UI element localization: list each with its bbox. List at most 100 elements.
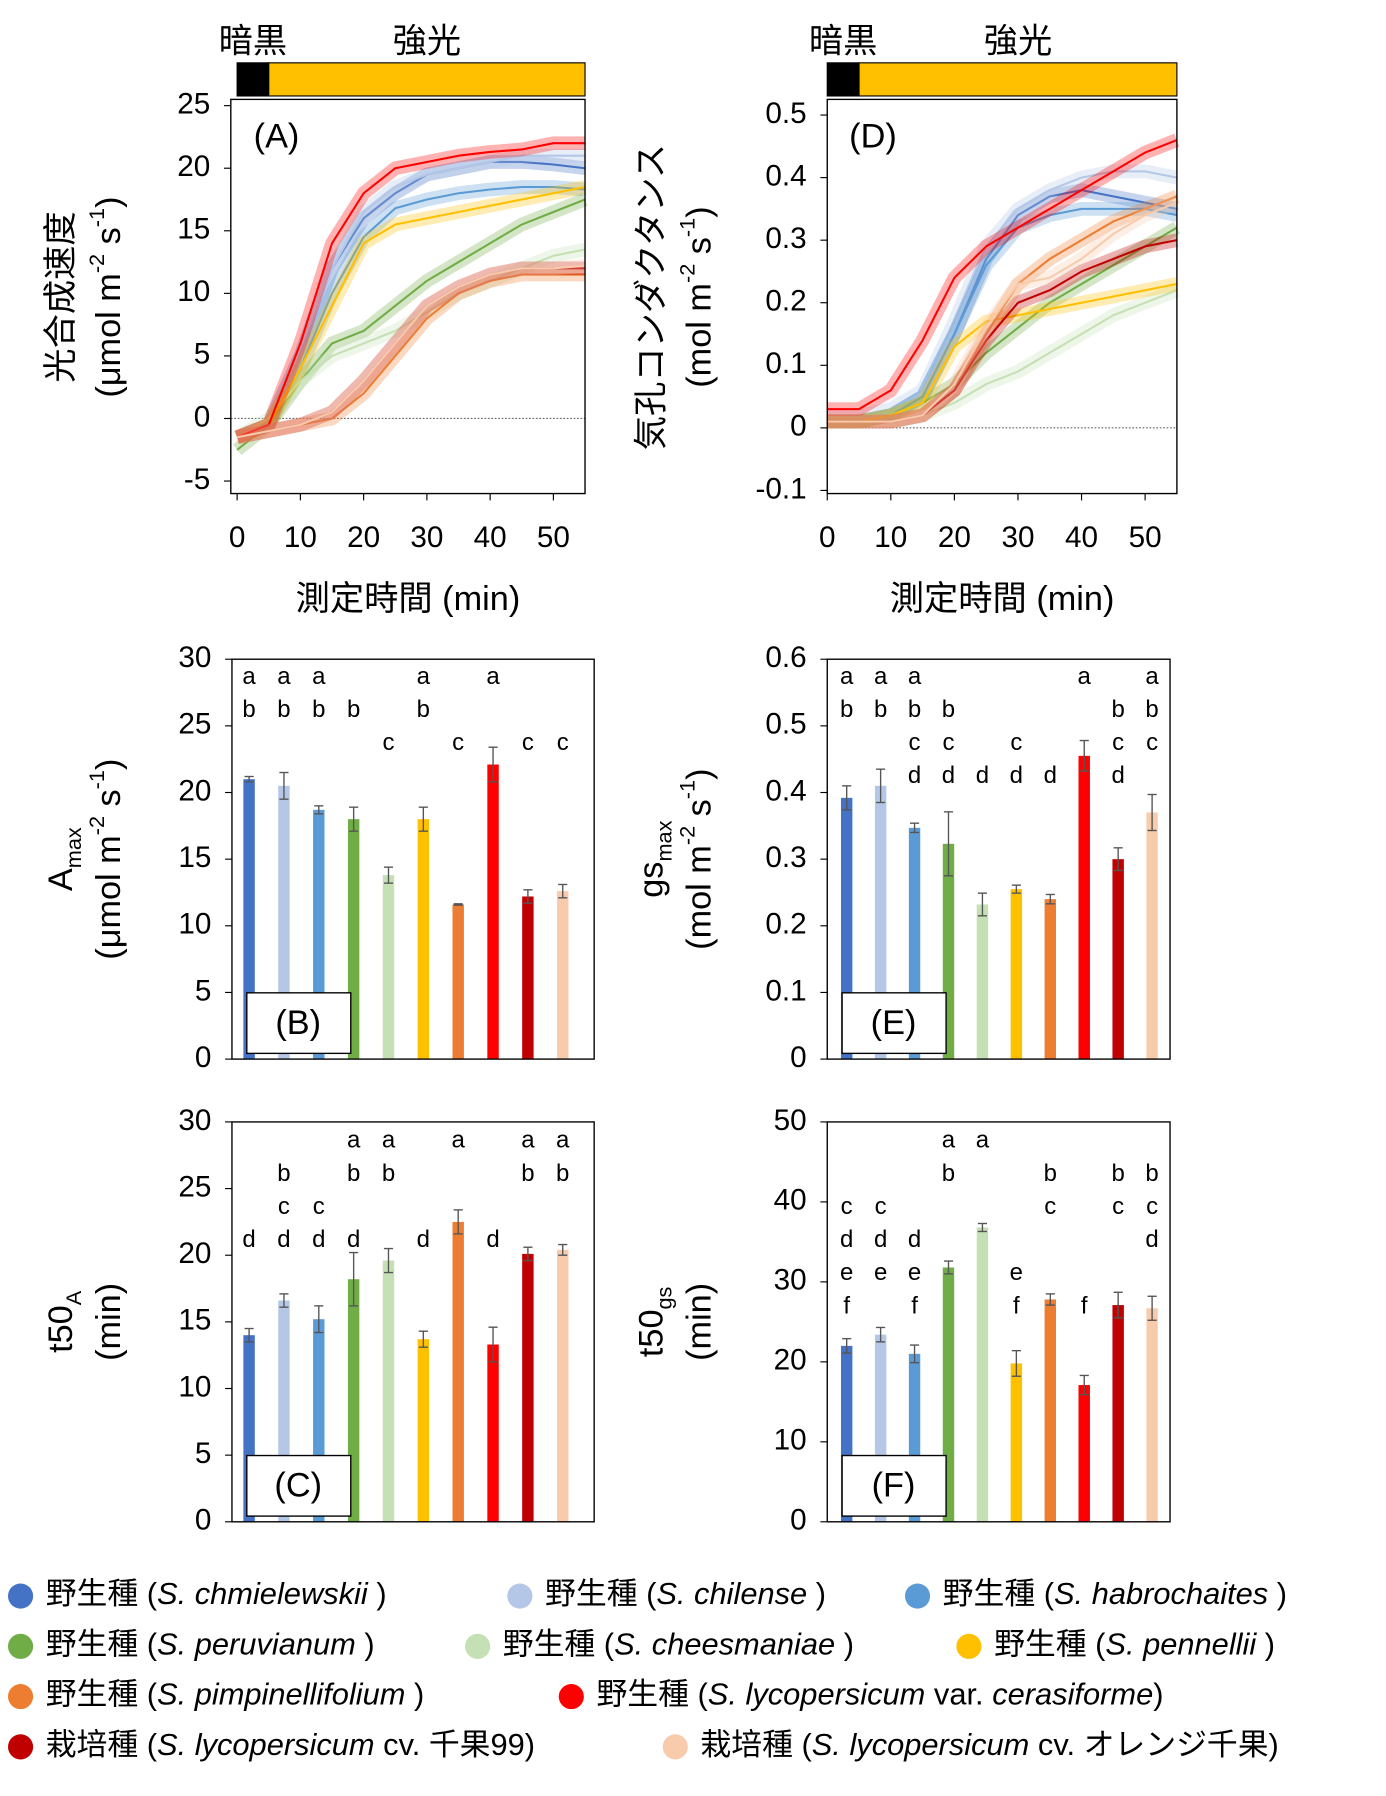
- significance-letter: d: [242, 1226, 255, 1253]
- y-tick-label: 0: [790, 1041, 807, 1074]
- y-axis-label-part: max: [652, 820, 677, 861]
- y-axis-label: t50gs: [633, 1286, 677, 1357]
- bar: [417, 819, 430, 1060]
- y-axis-label-part: (mol m: [681, 283, 719, 388]
- significance-letter: c: [942, 729, 954, 756]
- panel-label-box: [246, 992, 352, 1055]
- y-axis-label-part: -2: [675, 264, 700, 283]
- legend-label-part: S. cheesmaniae: [614, 1626, 835, 1661]
- y-axis-label: (μmol m-2 s-1): [84, 759, 128, 960]
- bar: [382, 875, 395, 1060]
- y-tick-label: -5: [184, 463, 210, 496]
- legend-label-part: var.: [925, 1677, 992, 1712]
- legend-label-part: S. pennellii: [1105, 1626, 1257, 1661]
- legend-label-part: 野生種 (: [46, 1626, 158, 1661]
- bar: [908, 1353, 921, 1522]
- bar: [1112, 859, 1124, 1060]
- legend-label: 野生種 (S. peruvianum ): [46, 1626, 375, 1661]
- x-tick-label: 50: [1129, 521, 1162, 554]
- plot-frame: [826, 1121, 1171, 1523]
- light-period-bar: [858, 62, 1178, 97]
- bar: [313, 809, 325, 1060]
- significance-letter: b: [908, 696, 921, 723]
- significance-letter: a: [908, 663, 922, 690]
- bar: [1146, 1308, 1158, 1522]
- significance-letter: c: [278, 1193, 290, 1220]
- bar: [452, 904, 464, 1060]
- legend-label-part: S. pimpinellifolium: [157, 1677, 405, 1712]
- series-band: [827, 133, 1180, 416]
- y-axis-label-part: s: [681, 799, 719, 826]
- significance-letter: f: [1013, 1292, 1020, 1319]
- panel-label-box: [246, 1454, 352, 1517]
- y-axis-label-part: A: [61, 1290, 86, 1305]
- y-tick-label: 20: [178, 1237, 211, 1270]
- significance-letter: b: [277, 1160, 290, 1187]
- light-period-label: 暗黒: [809, 22, 878, 60]
- y-tick-label: 30: [774, 1264, 807, 1297]
- y-tick-label: 15: [178, 1304, 211, 1337]
- y-tick-label: 25: [178, 708, 211, 741]
- series-line: [236, 185, 586, 439]
- legend-label: 野生種 (S. chmielewskii ): [46, 1576, 387, 1611]
- significance-letter: c: [909, 729, 921, 756]
- legend-label-part: ): [405, 1677, 424, 1712]
- x-tick-label: 20: [938, 521, 971, 554]
- x-tick-label: 0: [819, 521, 836, 554]
- y-axis-label-part: -1: [84, 208, 109, 227]
- bar: [557, 1249, 569, 1522]
- significance-letter: a: [1145, 663, 1159, 690]
- significance-letter: b: [942, 1160, 955, 1187]
- bar: [382, 1260, 395, 1522]
- bar: [557, 891, 569, 1060]
- plot-frame: [231, 658, 595, 1060]
- bar: [243, 1335, 255, 1522]
- series-line: [827, 282, 1178, 423]
- y-tick-label: 0.2: [765, 285, 806, 318]
- significance-letter: b: [521, 1160, 534, 1187]
- significance-letter: b: [1111, 1160, 1124, 1187]
- significance-letter: a: [312, 663, 326, 690]
- bar: [942, 1267, 955, 1522]
- significance-letter: a: [556, 1127, 570, 1154]
- x-tick-label: 10: [874, 521, 907, 554]
- y-tick-label: 40: [774, 1184, 807, 1217]
- y-tick-label: 0.1: [765, 347, 806, 380]
- significance-letter: d: [976, 762, 989, 789]
- legend-label-part: 野生種 (: [943, 1576, 1055, 1611]
- y-tick-label: 0: [194, 400, 211, 433]
- y-axis-label-part: (min): [681, 1283, 719, 1361]
- legend-marker: [507, 1583, 533, 1609]
- legend-marker: [7, 1734, 34, 1760]
- y-axis-label-part: A: [42, 868, 80, 891]
- y-tick-label: 10: [178, 1370, 211, 1403]
- significance-letter: a: [347, 1127, 361, 1154]
- bar: [1044, 899, 1057, 1060]
- y-tick-label: 0.4: [765, 159, 806, 192]
- series-line: [236, 248, 586, 439]
- legend-label-part: S. peruvianum: [157, 1626, 356, 1661]
- bar: [1078, 1385, 1090, 1522]
- y-tick-label: -0.1: [756, 472, 807, 505]
- legend-marker: [465, 1633, 491, 1659]
- y-axis-label-part: max: [61, 827, 86, 868]
- y-tick-label: 0.5: [765, 97, 806, 130]
- significance-letter: a: [452, 1127, 466, 1154]
- significance-letter: c: [1010, 729, 1022, 756]
- y-tick-label: 0: [790, 1504, 807, 1537]
- legend-label-part: cerasiforme: [992, 1677, 1153, 1712]
- legend-label: 野生種 (S. chilense ): [545, 1576, 826, 1611]
- y-axis-label-part: ): [90, 759, 128, 770]
- x-tick-label: 0: [229, 521, 246, 554]
- significance-letter: f: [1081, 1292, 1088, 1319]
- bar: [840, 1345, 853, 1522]
- series-line: [827, 201, 1178, 423]
- y-axis-label-part: ): [681, 768, 719, 779]
- x-axis-label: 測定時間 (min): [296, 580, 521, 618]
- y-axis-label-part: s: [90, 227, 128, 254]
- legend-label: 野生種 (S. lycopersicum var. cerasiforme): [596, 1677, 1163, 1712]
- significance-letter: b: [347, 1160, 360, 1187]
- legend-label-part: ): [1256, 1626, 1275, 1661]
- y-tick-label: 20: [177, 150, 210, 183]
- panel-label: (A): [254, 117, 300, 155]
